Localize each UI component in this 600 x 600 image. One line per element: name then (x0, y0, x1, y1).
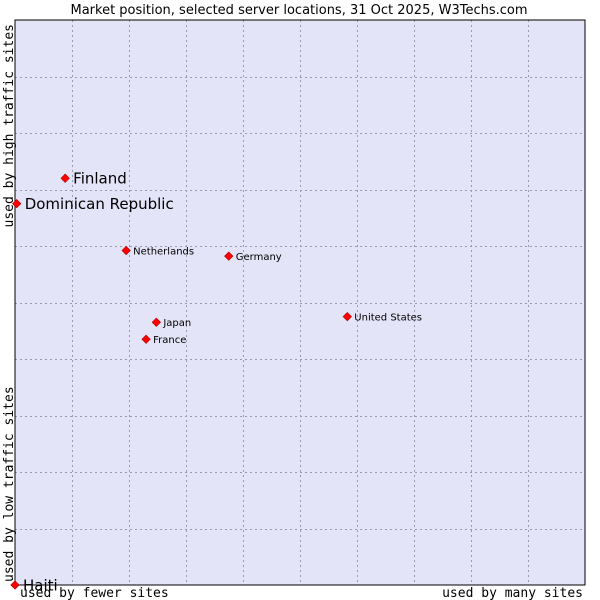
marker-netherlands (121, 245, 131, 256)
marker-dominican-republic (12, 199, 22, 209)
y-axis-label-top: used by high traffic sites (2, 24, 17, 228)
point-germany: Germany (224, 251, 282, 263)
y-axis-label-bottom: used by low traffic sites (2, 386, 17, 582)
grid (15, 20, 585, 585)
marker-haiti (10, 580, 20, 590)
marker-finland (60, 173, 70, 183)
x-axis-label-left: used by fewer sites (20, 586, 169, 600)
point-united-states: United States (342, 312, 422, 323)
marker-germany (224, 251, 234, 261)
chart-title: Market position, selected server locatio… (70, 3, 527, 18)
plot-border (14, 19, 586, 586)
point-haiti: Haiti (10, 577, 58, 595)
point-finland: Finland (60, 170, 127, 188)
point-label-france: France (153, 335, 186, 346)
point-label-netherlands: Netherlands (133, 246, 194, 257)
point-label-finland: Finland (73, 170, 127, 188)
x-axis-label-right: used by many sites (442, 586, 583, 600)
point-japan: Japan (151, 317, 191, 329)
data-points: Finland Dominican Republic Netherlands Germ… (10, 170, 422, 595)
marker-united-states (342, 312, 352, 322)
point-france: France (141, 334, 186, 346)
point-dominican-republic: Dominican Republic (12, 195, 174, 213)
point-label-united-states: United States (354, 312, 422, 323)
point-label-haiti: Haiti (23, 577, 58, 595)
point-label-dominican-republic: Dominican Republic (25, 195, 174, 213)
point-netherlands: Netherlands (121, 245, 194, 257)
point-label-japan: Japan (162, 318, 191, 329)
marker-france (141, 334, 151, 344)
marker-japan (151, 317, 161, 327)
point-label-germany: Germany (236, 252, 282, 263)
